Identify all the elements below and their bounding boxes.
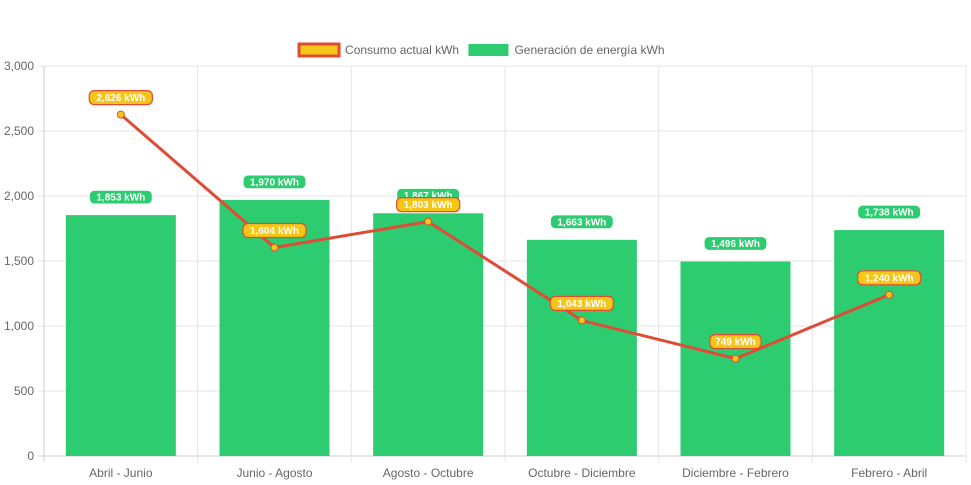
data-label-text: 1,853 kWh bbox=[96, 193, 145, 204]
data-label-text: 749 kWh bbox=[715, 337, 756, 348]
y-tick-label: 0 bbox=[27, 449, 34, 463]
legend-swatch bbox=[297, 42, 341, 58]
data-label-badge bbox=[703, 235, 768, 252]
y-tick-label: 2,500 bbox=[4, 124, 34, 138]
data-label: 1,043 kWh bbox=[549, 295, 614, 312]
x-tick-label: Abril - Junio bbox=[89, 466, 153, 480]
bar[interactable] bbox=[526, 239, 637, 456]
data-label-text: 1,663 kWh bbox=[557, 217, 606, 228]
data-label: 1,970 kWh bbox=[242, 174, 307, 190]
axes: 0 500 1,000 1,500 2,000 2,500 3,000 Abril - Jun… bbox=[4, 59, 927, 480]
data-label-badge bbox=[857, 270, 922, 286]
data-label-text: 1,604 kWh bbox=[250, 226, 299, 237]
x-tick-label: Diciembre - Febrero bbox=[682, 466, 789, 480]
data-label: 749 kWh bbox=[709, 334, 762, 350]
y-tick-label: 3,000 bbox=[4, 59, 34, 73]
data-label: 1,853 kWh bbox=[88, 189, 153, 205]
y-tick-label: 500 bbox=[14, 384, 34, 398]
legend-swatch bbox=[468, 44, 509, 56]
y-tick-label: 1,000 bbox=[4, 319, 34, 333]
legend[interactable]: Consumo actual kWh Generación de energía … bbox=[297, 42, 665, 58]
data-label-text: 1,043 kWh bbox=[557, 299, 606, 310]
data-label: 2,626 kWh bbox=[88, 90, 153, 106]
x-tick-label: Agosto - Octubre bbox=[383, 466, 474, 480]
x-tick-label: Febrero - Abril bbox=[851, 466, 927, 480]
bar[interactable] bbox=[219, 199, 330, 456]
line-point[interactable] bbox=[577, 316, 586, 325]
y-tick-label: 1,500 bbox=[4, 254, 34, 268]
data-label-badge bbox=[88, 189, 153, 205]
data-label: 1,738 kWh bbox=[857, 204, 922, 220]
line-point[interactable] bbox=[116, 110, 125, 119]
data-label-text: 1,970 kWh bbox=[250, 177, 299, 188]
data-label-text: 1,803 kWh bbox=[404, 200, 453, 211]
line-point[interactable] bbox=[731, 354, 740, 363]
data-label-badge bbox=[709, 334, 762, 350]
bar[interactable] bbox=[834, 230, 945, 456]
data-label-badge bbox=[242, 174, 307, 190]
x-tick-label: Octubre - Diciembre bbox=[528, 466, 636, 480]
legend-label: Generación de energía kWh bbox=[514, 43, 664, 57]
data-label-badge bbox=[242, 222, 307, 239]
legend-item[interactable]: Generación de energía kWh bbox=[468, 43, 665, 57]
data-label-text: 1,738 kWh bbox=[865, 208, 914, 219]
data-label-badge bbox=[396, 197, 461, 213]
data-label: 1,663 kWh bbox=[549, 214, 614, 230]
grid bbox=[38, 65, 967, 462]
data-label-badge bbox=[88, 90, 153, 106]
data-label-text: 2,626 kWh bbox=[96, 93, 145, 104]
data-label-badge bbox=[857, 204, 922, 220]
data-labels: 1,853 kWh 1,970 kWh 1,867 kWh 1,663 kWh 1,49… bbox=[88, 90, 922, 350]
x-tick-label: Junio - Agosto bbox=[236, 466, 312, 480]
line-point[interactable] bbox=[424, 217, 433, 226]
data-label-badge bbox=[549, 214, 614, 230]
data-label: 1,496 kWh bbox=[703, 235, 768, 252]
bar-series bbox=[65, 199, 945, 456]
data-label-text: 1,496 kWh bbox=[711, 239, 760, 250]
y-tick-label: 2,000 bbox=[4, 189, 34, 203]
legend-label: Consumo actual kWh bbox=[345, 43, 459, 57]
data-label: 1,604 kWh bbox=[242, 222, 307, 239]
data-label: 1,240 kWh bbox=[857, 270, 922, 286]
legend-item[interactable]: Consumo actual kWh bbox=[297, 42, 459, 58]
data-label-text: 1,240 kWh bbox=[865, 273, 914, 284]
data-label-badge bbox=[549, 295, 614, 312]
bar[interactable] bbox=[65, 215, 176, 456]
data-label: 1,803 kWh bbox=[396, 197, 461, 213]
bar[interactable] bbox=[373, 213, 484, 456]
line-point[interactable] bbox=[270, 243, 279, 252]
data-label-text: 1,867 kWh bbox=[404, 191, 453, 202]
line-point[interactable] bbox=[885, 290, 894, 299]
